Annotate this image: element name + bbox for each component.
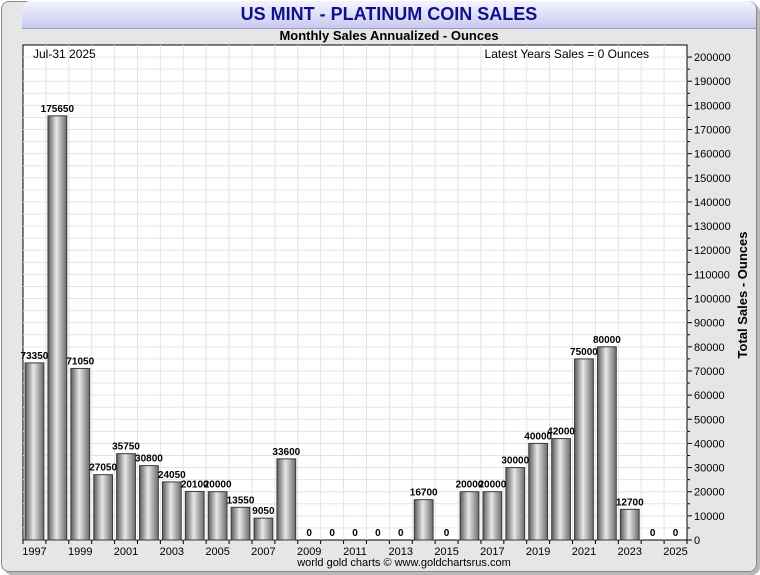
- data-label: 0: [444, 528, 450, 539]
- bar: [47, 115, 68, 541]
- x-tick-label: 2021: [572, 546, 596, 558]
- x-tick-label: 2005: [205, 546, 229, 558]
- x-tick-label: 2025: [663, 546, 687, 558]
- bar: [230, 506, 251, 541]
- data-label: 0: [352, 528, 358, 539]
- bar: [207, 491, 228, 541]
- x-tick-label: 2015: [434, 546, 458, 558]
- data-label: 33600: [272, 447, 300, 458]
- x-tick-label: 2023: [618, 546, 642, 558]
- data-label: 40000: [524, 431, 552, 442]
- data-label: 13550: [227, 495, 255, 506]
- bar: [505, 467, 526, 541]
- bar: [184, 490, 205, 541]
- bar: [459, 491, 480, 541]
- bar: [551, 438, 571, 541]
- data-label: 0: [306, 528, 312, 539]
- y-tick-label: 190000: [694, 76, 731, 88]
- data-label: 0: [673, 528, 679, 539]
- data-label: 80000: [593, 335, 621, 346]
- x-tick-label: 2007: [251, 546, 275, 558]
- bars-group: [24, 115, 640, 541]
- bar: [276, 458, 297, 541]
- data-label: 0: [375, 528, 381, 539]
- bar: [139, 465, 159, 541]
- bar: [528, 442, 549, 541]
- y-tick-label: 20000: [694, 487, 725, 499]
- data-label: 27050: [89, 463, 117, 474]
- y-tick-label: 130000: [694, 221, 731, 233]
- x-axis: 1997 1999 2001 2003 2005 2007 2009 2011 2013 2015…: [22, 540, 688, 558]
- data-label: 35750: [112, 442, 140, 453]
- y-tick-label: 50000: [694, 414, 725, 426]
- title-bar: [22, 1, 756, 29]
- bar: [93, 474, 114, 541]
- y-tick-label: 160000: [694, 149, 731, 161]
- y-tick-label: 60000: [694, 390, 725, 402]
- x-tick-label: 2019: [526, 546, 550, 558]
- bar: [70, 367, 91, 541]
- y-tick-label: 120000: [694, 245, 731, 257]
- y-tick-label: 170000: [694, 125, 731, 137]
- y-tick-label: 180000: [694, 100, 731, 112]
- y-tick-label: 140000: [694, 197, 731, 209]
- bar: [596, 346, 617, 541]
- x-tick-label: 2013: [389, 546, 413, 558]
- data-label: 20100: [181, 479, 209, 490]
- date-annotation: Jul-31 2025: [33, 47, 96, 61]
- y-axis-label: Total Sales - Ounces: [735, 232, 750, 359]
- source-credit: world gold charts © www.goldchartsrus.co…: [297, 557, 511, 569]
- data-label: 20000: [478, 480, 506, 491]
- chart-subtitle: Monthly Sales Annualized - Ounces: [279, 28, 499, 43]
- x-tick-label: 2011: [343, 546, 367, 558]
- grid-lines: [23, 45, 687, 540]
- y-tick-label: 110000: [694, 269, 730, 281]
- latest-sales-annotation: Latest Years Sales = 0 Ounces: [485, 47, 649, 61]
- x-tick-label: 1999: [68, 546, 92, 558]
- data-label: 9050: [252, 506, 275, 517]
- bar: [253, 517, 274, 541]
- x-tick-label: 2009: [297, 546, 321, 558]
- y-tick-label: 40000: [694, 438, 725, 450]
- data-label: 71050: [66, 356, 94, 367]
- y-tick-label: 0: [694, 535, 700, 547]
- data-label: 75000: [570, 347, 598, 358]
- data-label: 20000: [456, 480, 484, 491]
- bar: [116, 453, 136, 541]
- data-label: 24050: [158, 470, 186, 481]
- y-tick-label: 150000: [694, 173, 731, 185]
- y-tick-label: 10000: [694, 511, 725, 523]
- data-label: 0: [329, 528, 335, 539]
- data-label: 20000: [204, 480, 232, 491]
- bar: [619, 508, 640, 541]
- data-label: 30800: [135, 454, 163, 465]
- data-label: 73350: [21, 351, 49, 362]
- data-label: 12700: [616, 497, 644, 508]
- y-tick-label: 30000: [694, 463, 725, 475]
- bar: [24, 362, 45, 541]
- bar: [574, 358, 594, 541]
- data-label: 30000: [501, 456, 529, 467]
- y-tick-label: 100000: [694, 294, 731, 306]
- y-tick-label: 70000: [694, 366, 725, 378]
- data-label: 0: [398, 528, 404, 539]
- y-tick-label: 80000: [694, 342, 725, 354]
- x-tick-label: 2003: [160, 546, 184, 558]
- x-tick-label: 2017: [480, 546, 504, 558]
- x-tick-label: 2001: [114, 546, 138, 558]
- data-label: 175650: [41, 104, 75, 115]
- chart-title: US MINT - PLATINUM COIN SALES: [240, 4, 538, 24]
- bar: [161, 481, 182, 541]
- y-tick-label: 90000: [694, 318, 725, 330]
- y-axis: 0 10000 20000 30000 40000 50000 60000 70000 8000…: [687, 52, 731, 547]
- x-tick-label: 1997: [22, 546, 46, 558]
- y-tick-label: 200000: [694, 52, 731, 64]
- data-label: 16700: [410, 488, 438, 499]
- data-label: 0: [650, 528, 656, 539]
- bar: [413, 499, 434, 541]
- bar: [482, 491, 503, 541]
- data-label: 42000: [547, 427, 575, 438]
